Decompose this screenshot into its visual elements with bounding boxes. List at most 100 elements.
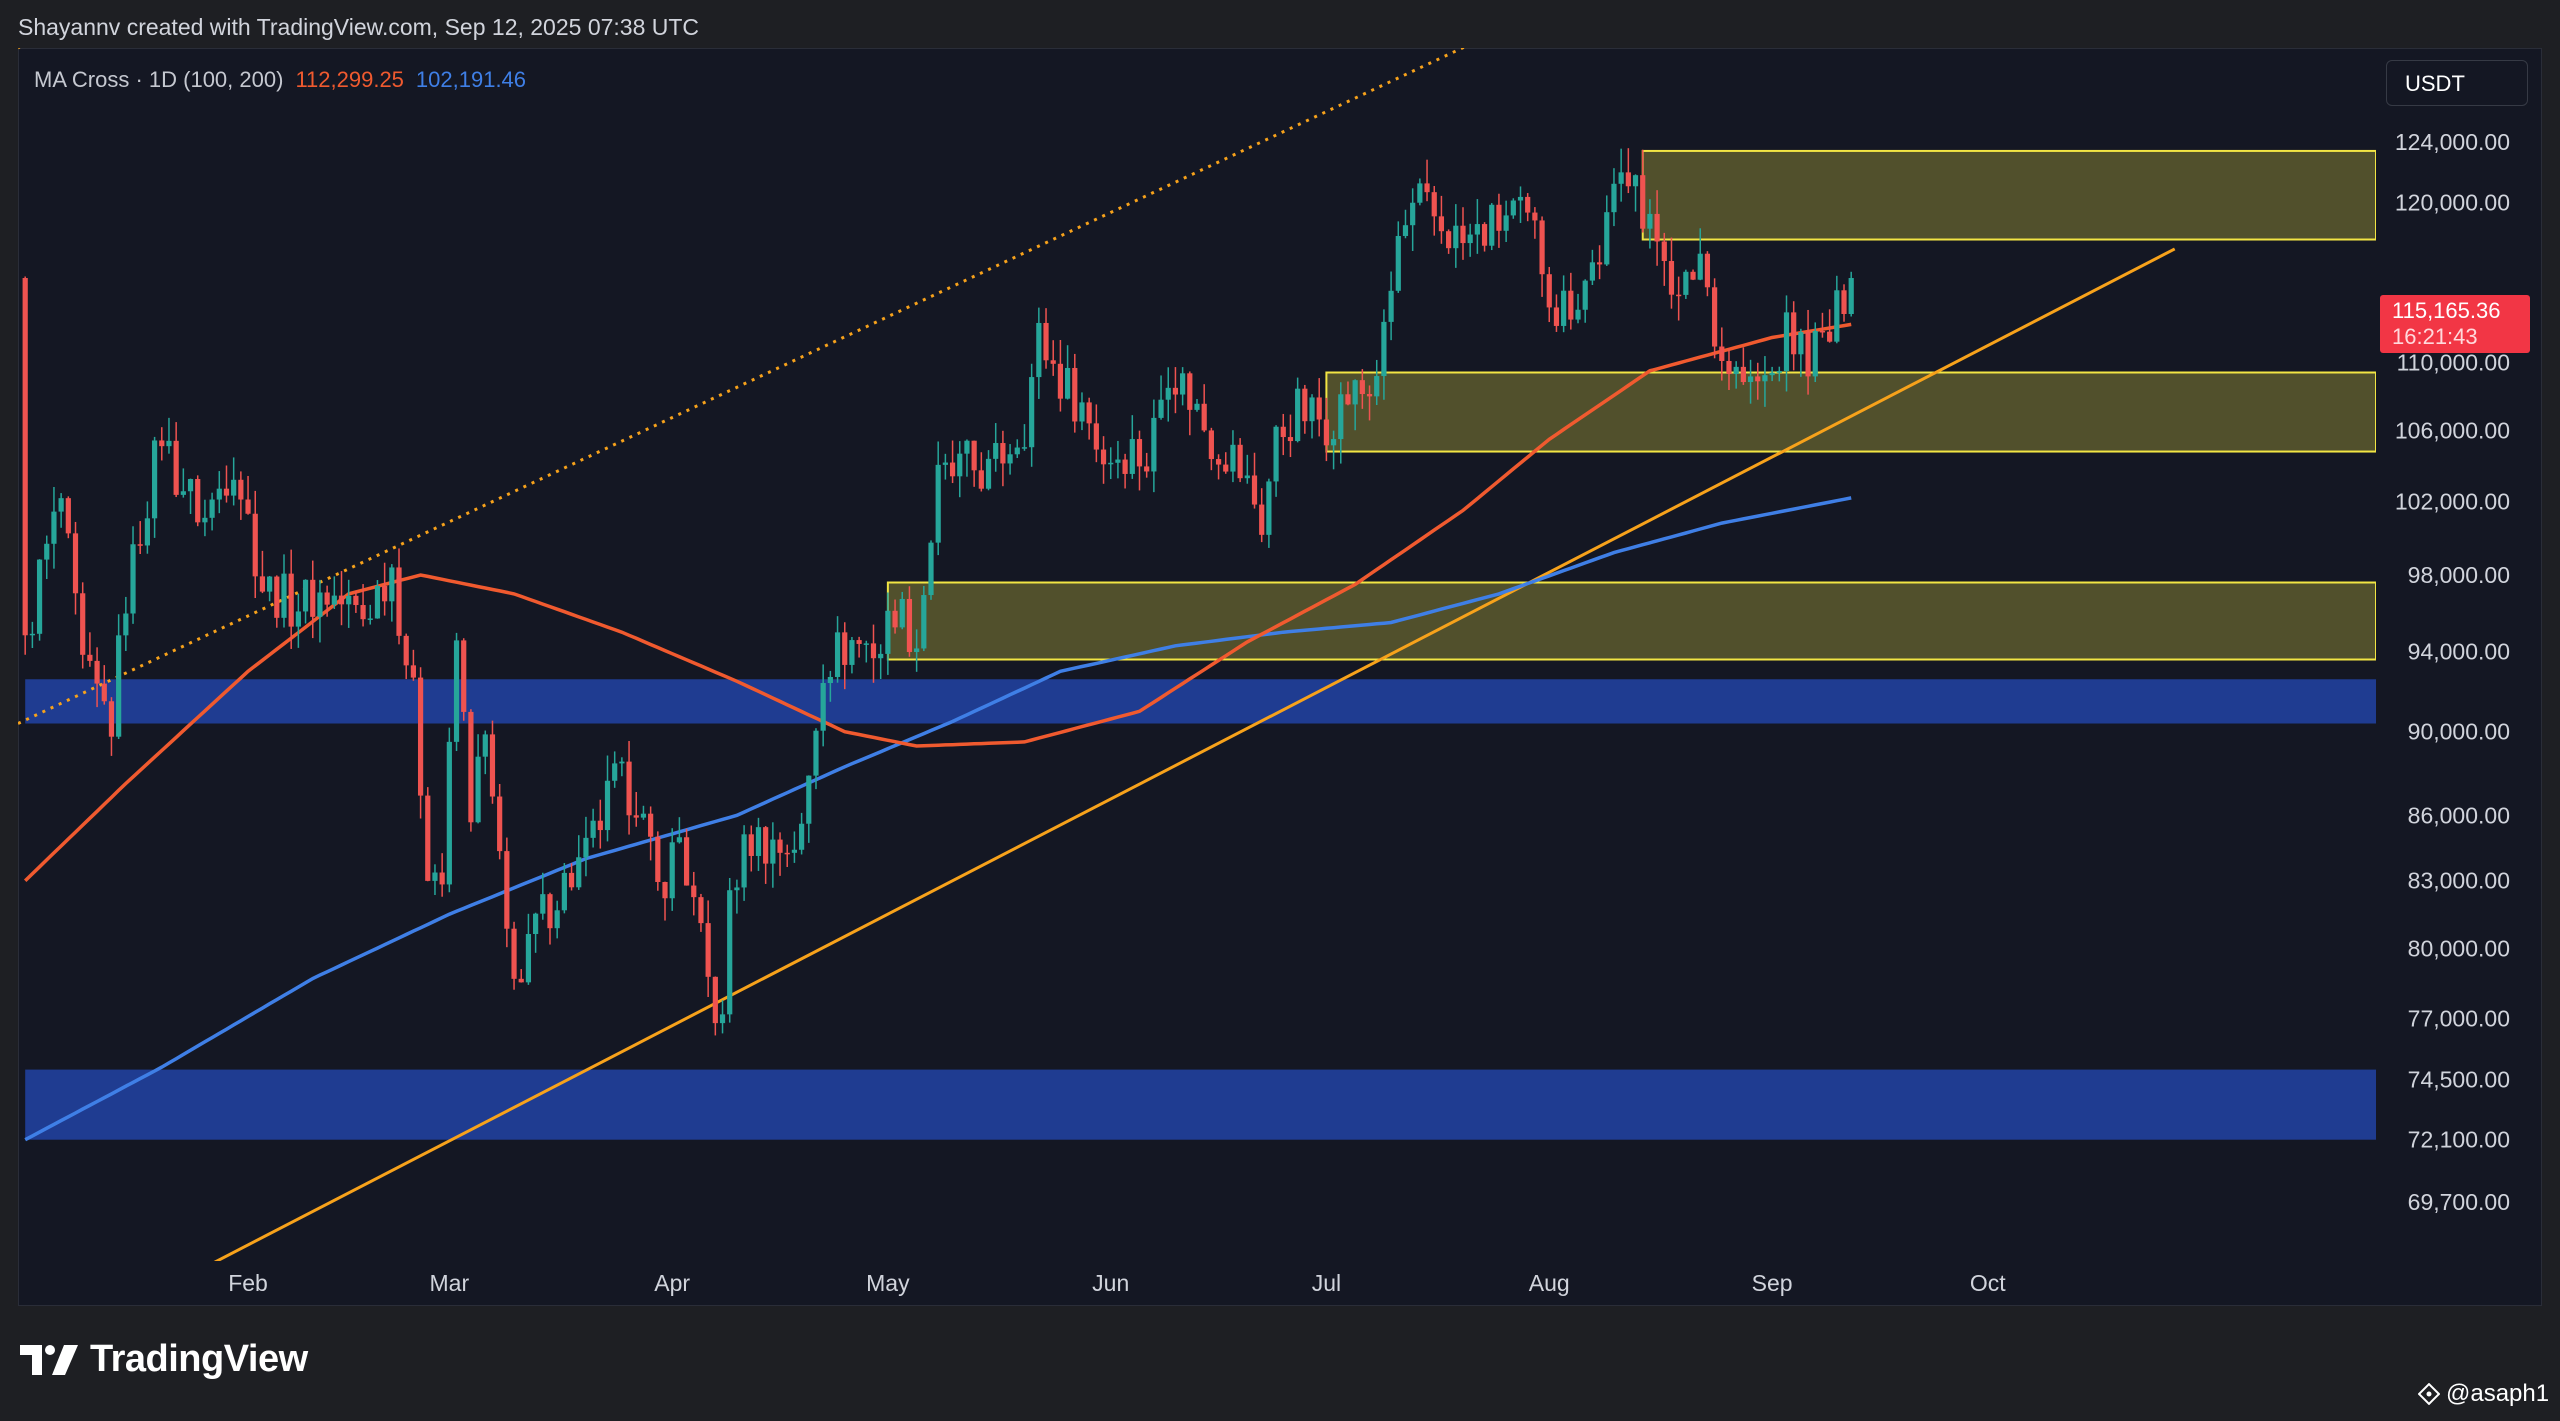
candle-body (1402, 225, 1409, 236)
author-credit: @asaph1 (2418, 1380, 2549, 1408)
candle-body (1417, 183, 1423, 203)
candle-body (1582, 280, 1588, 310)
candle-body (1740, 366, 1746, 383)
candle-body (1510, 200, 1516, 216)
candle-body (1747, 376, 1754, 383)
candle-body (439, 872, 445, 885)
candle-body (921, 595, 927, 649)
candle-body (1733, 366, 1739, 375)
candle-body (827, 676, 833, 684)
candle-body (353, 595, 359, 606)
candle-body (1330, 439, 1337, 446)
y-axis-label: 98,000.00 (2408, 562, 2510, 588)
candle-body (849, 640, 855, 665)
candle-body (1719, 346, 1725, 361)
candle-body (1805, 332, 1811, 377)
candle-body (324, 592, 330, 605)
candle-body (1036, 322, 1042, 378)
candle-body (878, 653, 884, 659)
candle-body (1776, 370, 1782, 373)
candle-body (1532, 212, 1538, 221)
candle-body (957, 453, 963, 477)
candle-body (202, 517, 208, 523)
candle-body (453, 640, 460, 742)
candle-body (1079, 402, 1085, 422)
candle-body (425, 795, 431, 881)
tradingview-logo-icon (20, 1344, 78, 1375)
candle-body (1151, 417, 1157, 472)
candle-body (1050, 360, 1056, 364)
candle-body (576, 857, 582, 888)
candle-body (1215, 459, 1222, 465)
candle-body (1618, 172, 1624, 184)
candle-body (763, 827, 769, 864)
indicator-legend[interactable]: MA Cross · 1D (100, 200) 112,299.25 102,… (34, 67, 526, 93)
candle-body (1029, 377, 1035, 448)
candle-body (1287, 437, 1294, 442)
y-axis-label: 106,000.00 (2395, 418, 2510, 444)
candle-body (1446, 231, 1452, 249)
candle-body (80, 593, 86, 655)
candle-body (655, 836, 661, 883)
candle-body (417, 677, 424, 796)
candle-body (1230, 444, 1236, 472)
candle-body (1359, 380, 1365, 395)
candle-body (633, 815, 639, 818)
candle-body (719, 1014, 726, 1024)
candle-body (1223, 464, 1229, 472)
candle-body (1553, 307, 1560, 326)
candle-body (1108, 462, 1114, 465)
x-axis-label: Jul (1312, 1270, 1341, 1296)
candle-body (72, 533, 79, 594)
candle-body (389, 567, 395, 602)
candle-body (971, 440, 977, 471)
candle-body (1798, 332, 1804, 355)
candle-body (1467, 234, 1473, 244)
candle-body (533, 913, 539, 935)
bar-countdown: 16:21:43 (2392, 324, 2478, 349)
candle-body (1827, 331, 1833, 342)
candle-body (310, 579, 316, 617)
y-axis-label: 90,000.00 (2408, 719, 2510, 745)
candle-body (180, 491, 186, 495)
candle-body (367, 618, 373, 620)
candle-body (1014, 447, 1020, 455)
candle-body (245, 499, 251, 514)
candle-body (590, 820, 596, 838)
candle-body (799, 823, 805, 850)
candle-body (863, 643, 869, 645)
currency-button[interactable]: USDT (2386, 60, 2528, 106)
tradingview-logo[interactable]: TradingView (20, 1338, 308, 1381)
candle-body (612, 763, 618, 781)
candle-body (1568, 290, 1574, 320)
candle-body (949, 462, 956, 477)
candle-body (1755, 376, 1761, 382)
candle-body (173, 440, 179, 495)
candle-body (511, 928, 517, 979)
candle-body (1064, 367, 1071, 399)
candle-body (489, 734, 496, 797)
candle-body (540, 894, 546, 914)
candle-body (1122, 459, 1128, 474)
candle-body (1180, 373, 1186, 395)
candle-body (683, 837, 690, 886)
candle-body (1273, 426, 1279, 482)
candle-body (1172, 387, 1179, 395)
price-chart[interactable]: 124,000.00 120,000.00 110,000.00 106,000.00… (18, 48, 2542, 1306)
candle-body (137, 544, 143, 546)
demand-zone-3 (25, 679, 2376, 724)
candle-body (116, 635, 122, 737)
candle-body (1100, 449, 1107, 465)
candle-body (993, 443, 999, 459)
candle-body (1632, 175, 1639, 187)
candle-body (1460, 225, 1466, 244)
candle-body (935, 464, 941, 543)
candle-body (1302, 388, 1308, 422)
candle-body (58, 498, 64, 512)
candle-body (130, 544, 136, 614)
candle-body (1453, 225, 1459, 249)
candle-body (1251, 475, 1258, 505)
candle-body (1640, 175, 1646, 229)
candle-body (870, 643, 877, 659)
candle-body (820, 683, 826, 731)
